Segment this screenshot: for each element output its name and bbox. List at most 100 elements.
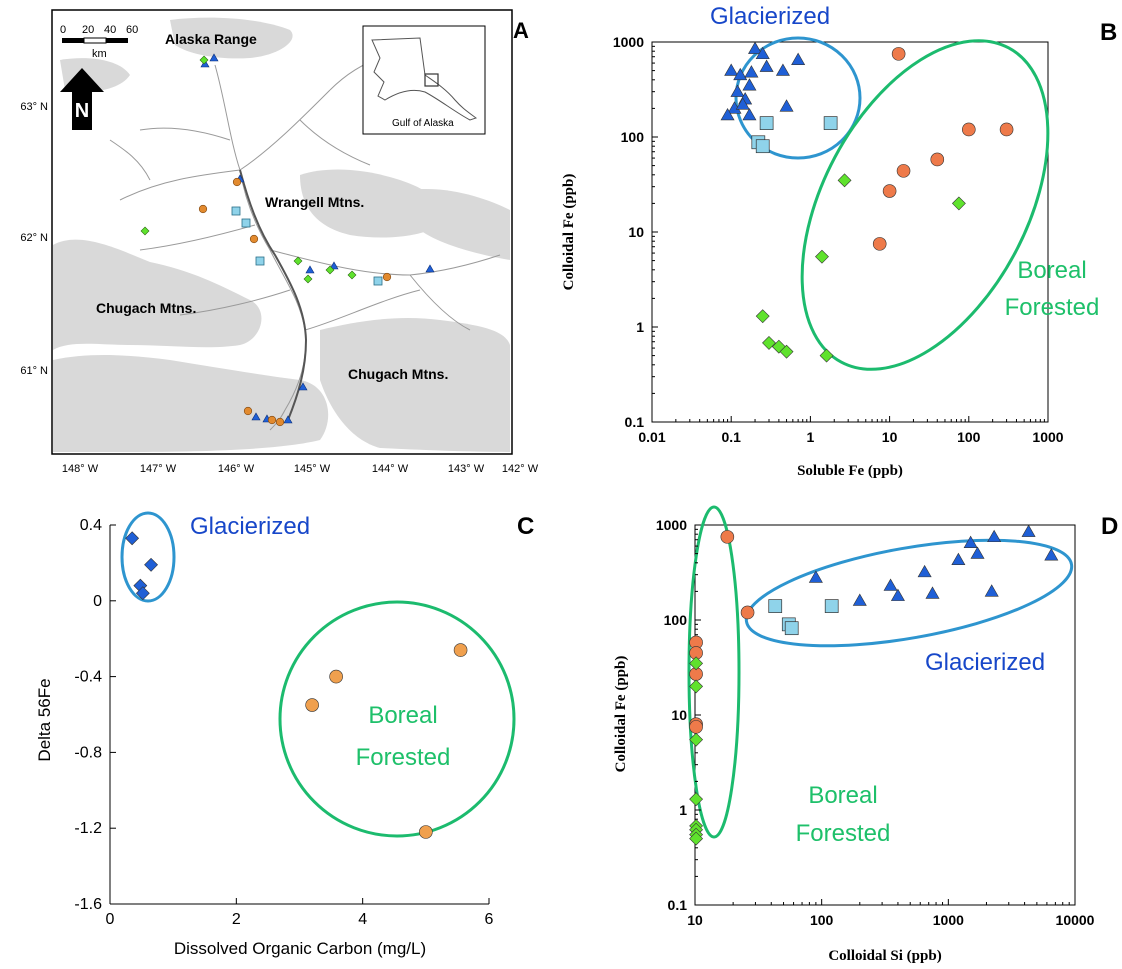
data-point-triangle	[890, 588, 905, 601]
lon-147: 147° W	[140, 463, 177, 475]
annotation-glacierized: Glacierized	[190, 513, 310, 540]
y-axis-label: Colloidal Fe (ppb)	[613, 656, 629, 773]
north-label: N	[75, 100, 89, 122]
site-triangle	[298, 382, 308, 391]
annotation-glacierized: Glacierized	[925, 649, 1045, 676]
lon-146: 146° W	[218, 463, 255, 475]
x-tick-label: 10	[882, 429, 898, 445]
data-point-diamond	[951, 196, 966, 211]
data-point-triangle	[742, 78, 757, 91]
data-point-triangle	[724, 63, 739, 76]
site-triangle	[251, 412, 261, 421]
scale-tick-20: 20	[82, 24, 94, 36]
x-tick-label: 0	[106, 911, 115, 928]
scale-bar	[62, 37, 128, 44]
site-circle	[198, 204, 208, 214]
y-tick-label: -0.4	[74, 669, 102, 686]
y-tick-label: 1	[679, 802, 687, 818]
panel-letter-a: A	[513, 18, 529, 43]
data-point-triangle	[748, 41, 763, 54]
data-point-diamond	[755, 309, 770, 324]
data-point-triangle	[720, 108, 735, 121]
annotation-boreal: Boreal	[808, 782, 877, 809]
site-diamond	[325, 265, 335, 275]
glacierized-ellipse	[744, 538, 1074, 648]
annotation-boreal: Boreal	[368, 702, 437, 729]
data-point-square	[759, 116, 774, 130]
site-diamond	[140, 226, 150, 236]
x-tick-label: 10	[687, 912, 703, 928]
data-point-diamond	[689, 656, 704, 671]
inset-study-box	[424, 73, 439, 87]
scale-tick-60: 60	[126, 24, 138, 36]
annotation-boreal: Boreal	[1017, 257, 1086, 284]
data-point-triangle	[1021, 524, 1036, 537]
data-point-diamond	[762, 335, 776, 350]
data-point-circle	[305, 698, 319, 712]
data-point-square	[823, 116, 838, 130]
y-tick-label: -0.8	[74, 744, 102, 761]
data-point-circle	[720, 530, 735, 544]
data-point-diamond	[815, 249, 829, 264]
lat-61: 61° N	[20, 365, 48, 377]
lon-145: 145° W	[294, 463, 331, 475]
data-point-triangle	[808, 570, 823, 583]
inset-frame	[362, 25, 486, 135]
site-square	[231, 206, 241, 216]
annotation-forested: Forested	[1005, 294, 1100, 321]
inset-label: Gulf of Alaska	[392, 118, 454, 129]
panel-letter-d: D	[1101, 513, 1118, 540]
data-point-diamond	[135, 586, 150, 601]
x-tick-label: 4	[358, 911, 367, 928]
data-point-circle	[999, 122, 1014, 137]
data-point-triangle	[730, 84, 745, 97]
data-point-circle	[882, 184, 897, 198]
forested-ellipse	[800, 39, 1050, 371]
y-tick-label: 0.1	[625, 414, 645, 430]
scale-tick-0: 0	[60, 24, 66, 36]
site-circle	[232, 177, 242, 187]
data-point-diamond	[689, 831, 704, 846]
data-point-triangle	[852, 593, 867, 606]
data-point-triangle	[883, 578, 898, 591]
label-chugach-west: Chugach Mtns.	[96, 300, 196, 316]
data-point-circle	[740, 605, 755, 620]
site-triangle	[305, 265, 315, 274]
data-point-triangle	[963, 535, 978, 548]
mountain-areas	[53, 17, 510, 452]
map-sites	[140, 53, 435, 427]
site-circle	[382, 272, 392, 282]
data-point-triangle	[742, 108, 757, 121]
x-tick-label: 100	[810, 912, 834, 928]
site-square	[241, 218, 251, 228]
glacierized-ellipse	[120, 511, 176, 603]
y-tick-label: 1	[636, 319, 644, 335]
data-point-triangle	[755, 46, 770, 60]
data-point-circle	[453, 643, 468, 657]
site-diamond	[199, 55, 209, 65]
data-point-square	[768, 599, 783, 613]
site-triangle	[200, 59, 210, 68]
inset-alaska-outline	[371, 37, 478, 121]
annotation-glacierized: Glacierized	[710, 3, 830, 30]
glacierized-ellipse	[734, 36, 862, 160]
data-point-diamond	[689, 792, 704, 807]
data-point-triangle	[735, 97, 750, 110]
panel-d-chart: 10 100 1000 10000 0.1 1 10 100 1000 D Colloidal …	[613, 505, 1118, 964]
data-point-triangle	[775, 63, 790, 76]
data-point-triangle	[970, 546, 985, 559]
data-point-diamond	[689, 679, 704, 694]
annotation-forested: Forested	[356, 744, 451, 771]
panel-letter-b: B	[1100, 19, 1117, 46]
x-axis-label: Colloidal Si (ppb)	[828, 948, 941, 964]
x-tick-label: 1	[807, 429, 815, 445]
y-tick-label: 0	[93, 593, 102, 610]
copper-river	[239, 169, 308, 421]
data-point-diamond	[125, 531, 140, 546]
site-circle	[249, 234, 259, 244]
data-point-circle	[891, 47, 906, 61]
site-diamond	[293, 256, 303, 266]
x-tick-label: 1000	[933, 912, 964, 928]
x-tick-label: 0.01	[638, 429, 665, 445]
y-tick-label: 1000	[656, 517, 687, 533]
